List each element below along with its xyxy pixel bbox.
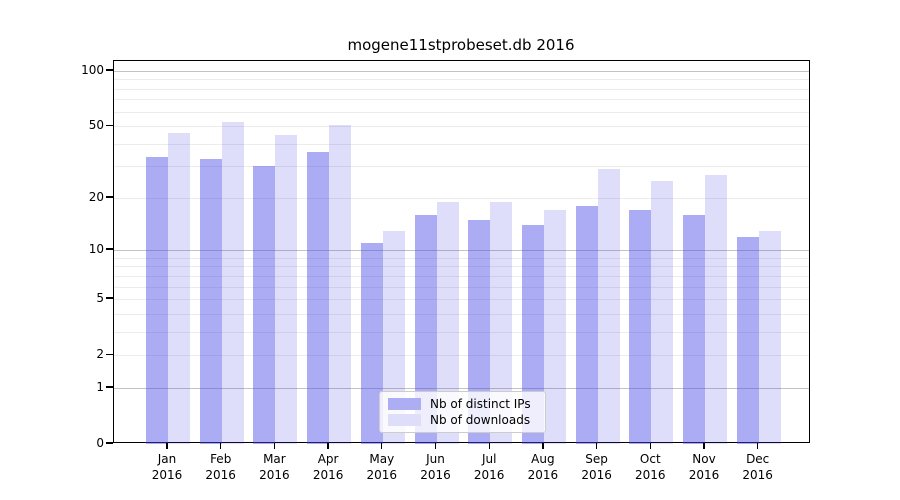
bar-distinct-ips-oct-2016 — [629, 210, 652, 444]
gridline-y-10 — [114, 250, 809, 252]
x-tick-label-sep-2016: Sep 2016 — [581, 452, 612, 482]
gridline-y-90 — [114, 79, 809, 81]
y-tick-label-10: 10 — [88, 242, 104, 257]
legend-label-distinct-ips: Nb of distinct IPs — [430, 397, 531, 411]
bar-downloads-mar-2016 — [275, 134, 298, 444]
x-tick-aug-2016 — [542, 443, 544, 449]
bar-downloads-may-2016 — [382, 230, 405, 444]
gridline-y-60 — [114, 111, 809, 113]
bar-downloads-jul-2016 — [490, 201, 513, 444]
y-tick-label-1: 1 — [96, 379, 104, 394]
gridline-y-50 — [114, 126, 809, 128]
bar-distinct-ips-apr-2016 — [307, 152, 330, 444]
bar-distinct-ips-mar-2016 — [253, 166, 276, 444]
bar-downloads-feb-2016 — [221, 121, 244, 444]
y-tick-100 — [106, 69, 113, 71]
x-tick-sep-2016 — [595, 443, 598, 449]
x-tick-label-may-2016: May 2016 — [366, 452, 398, 482]
bar-downloads-oct-2016 — [651, 180, 674, 444]
x-tick-label-jun-2016: Jun 2016 — [420, 452, 451, 482]
bar-downloads-aug-2016 — [543, 210, 566, 444]
bar-downloads-dec-2016 — [758, 230, 781, 444]
bar-distinct-ips-jun-2016 — [414, 215, 437, 444]
bar-distinct-ips-jul-2016 — [468, 219, 491, 444]
bar-distinct-ips-aug-2016 — [521, 225, 544, 444]
y-tick-2 — [106, 353, 113, 355]
y-tick-10 — [106, 248, 113, 250]
bar-downloads-nov-2016 — [705, 174, 727, 444]
legend-item-distinct-ips: Nb of distinct IPs — [388, 396, 537, 412]
gridline-y-70 — [114, 99, 809, 101]
bar-downloads-sep-2016 — [597, 169, 620, 444]
gridline-y-2 — [114, 355, 809, 357]
gridline-y-8 — [114, 266, 809, 268]
plot-area — [113, 60, 810, 444]
x-tick-label-nov-2016: Nov 2016 — [688, 452, 720, 482]
y-tick-label-50: 50 — [88, 118, 104, 133]
x-tick-label-oct-2016: Oct 2016 — [635, 452, 666, 482]
legend-item-downloads: Nb of downloads — [388, 412, 537, 428]
x-tick-jan-2016 — [166, 443, 168, 449]
bar-distinct-ips-jan-2016 — [146, 156, 168, 444]
y-tick-label-0: 0 — [96, 436, 104, 450]
gridline-y-30 — [114, 166, 809, 168]
gridline-y-1 — [114, 387, 809, 389]
x-tick-mar-2016 — [273, 443, 276, 449]
y-tick-50 — [106, 124, 113, 126]
y-tick-label-2: 2 — [96, 347, 104, 362]
x-tick-apr-2016 — [327, 443, 329, 449]
bar-distinct-ips-nov-2016 — [683, 215, 705, 444]
x-tick-dec-2016 — [757, 443, 759, 449]
gridline-y-20 — [114, 197, 809, 199]
x-tick-label-jan-2016: Jan 2016 — [151, 452, 183, 482]
y-tick-5 — [106, 297, 113, 299]
bar-distinct-ips-feb-2016 — [199, 158, 222, 444]
gridline-y-4 — [114, 313, 809, 315]
gridline-y-3 — [114, 331, 809, 333]
bar-downloads-jan-2016 — [168, 132, 190, 444]
x-tick-may-2016 — [381, 443, 383, 449]
bar-distinct-ips-dec-2016 — [736, 236, 759, 444]
y-tick-20 — [106, 196, 113, 198]
x-tick-jun-2016 — [434, 443, 437, 449]
x-tick-label-jul-2016: Jul 2016 — [473, 452, 505, 482]
gridline-y-5 — [114, 299, 809, 301]
bar-downloads-jun-2016 — [436, 201, 459, 444]
chart-title: mogene11stprobeset.db 2016 — [347, 36, 575, 54]
x-tick-label-apr-2016: Apr 2016 — [312, 452, 344, 482]
gridline-y-80 — [114, 88, 809, 90]
bar-distinct-ips-sep-2016 — [575, 206, 598, 444]
y-tick-label-20: 20 — [88, 189, 104, 204]
y-tick-1 — [106, 386, 113, 388]
bar-distinct-ips-may-2016 — [360, 243, 383, 444]
y-tick-label-5: 5 — [96, 291, 104, 306]
x-tick-label-aug-2016: Aug 2016 — [527, 452, 559, 482]
x-tick-nov-2016 — [703, 443, 705, 449]
legend: Nb of distinct IPs Nb of downloads — [379, 391, 546, 433]
gridline-y-100 — [114, 71, 809, 72]
gridline-y-40 — [114, 143, 809, 145]
x-tick-oct-2016 — [649, 443, 651, 449]
gridline-y-7 — [114, 275, 809, 277]
y-tick-label-100: 100 — [81, 63, 104, 77]
legend-swatch-downloads — [388, 414, 421, 426]
legend-label-downloads: Nb of downloads — [430, 413, 531, 427]
y-tick-0 — [106, 442, 113, 444]
x-tick-label-mar-2016: Mar 2016 — [259, 452, 290, 482]
gridline-y-6 — [114, 286, 809, 288]
x-tick-feb-2016 — [220, 443, 222, 449]
x-tick-label-dec-2016: Dec 2016 — [742, 452, 773, 482]
gridline-y-9 — [114, 257, 809, 259]
x-tick-label-feb-2016: Feb 2016 — [205, 452, 236, 482]
x-tick-jul-2016 — [488, 443, 490, 449]
bar-downloads-apr-2016 — [329, 124, 352, 444]
legend-swatch-distinct-ips — [388, 398, 421, 410]
